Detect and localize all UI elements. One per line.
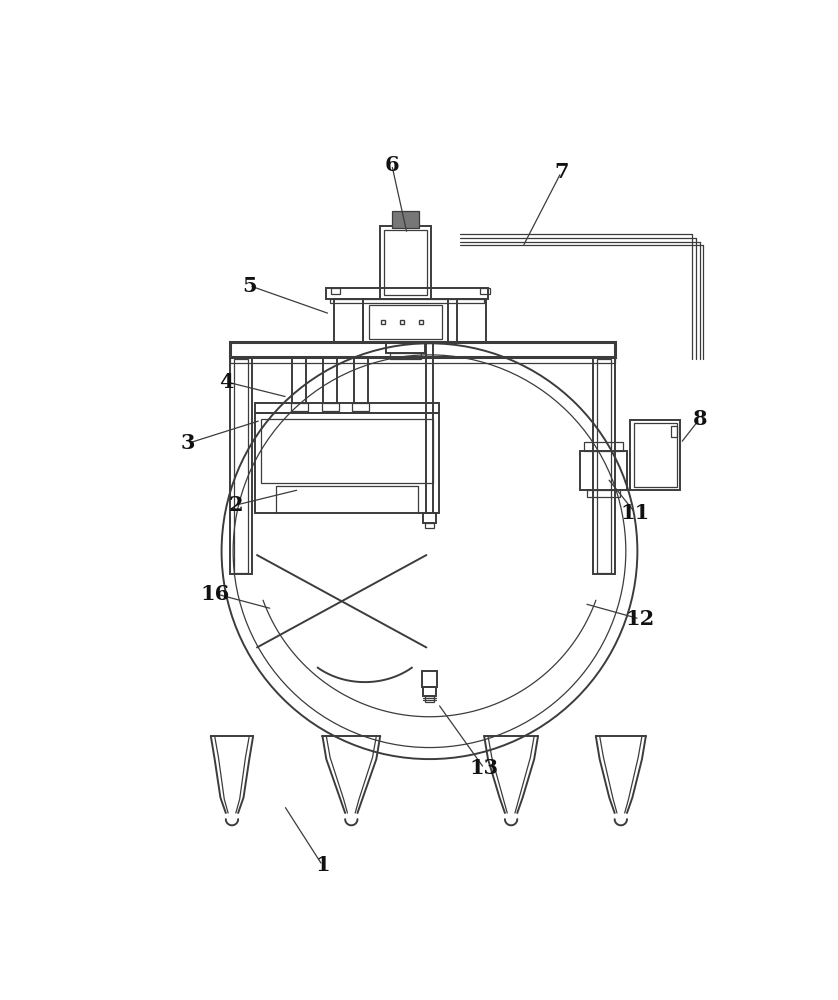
Bar (458, 299, 486, 342)
Bar (261, 419, 433, 483)
Bar (480, 288, 489, 294)
Bar (391, 211, 420, 228)
Bar (370, 305, 442, 339)
Bar (422, 671, 437, 687)
Bar (363, 299, 448, 342)
Text: 4: 4 (219, 372, 234, 392)
Bar (331, 288, 340, 294)
Bar (425, 696, 434, 702)
Bar (230, 357, 251, 574)
Bar (230, 342, 615, 357)
Bar (386, 342, 425, 353)
Bar (323, 357, 337, 403)
Bar (326, 288, 488, 299)
Text: 3: 3 (180, 433, 195, 453)
Text: 6: 6 (385, 155, 399, 175)
Bar (423, 687, 436, 696)
Text: 13: 13 (469, 758, 499, 778)
Bar (581, 451, 627, 490)
Text: 11: 11 (620, 503, 649, 523)
Text: 1: 1 (315, 855, 330, 875)
Bar (330, 299, 484, 303)
Bar (234, 359, 248, 573)
Bar (391, 353, 421, 359)
Text: 16: 16 (200, 584, 230, 604)
Bar (425, 523, 434, 528)
Bar (587, 490, 620, 497)
Text: 12: 12 (625, 609, 654, 629)
Bar (255, 403, 439, 413)
Bar (634, 423, 677, 487)
Bar (291, 403, 308, 411)
Bar (593, 357, 615, 574)
Bar (255, 413, 439, 513)
Bar (292, 357, 306, 403)
Bar (384, 230, 427, 295)
Bar (322, 403, 339, 411)
Bar (671, 426, 677, 437)
Bar (597, 359, 611, 573)
Bar (230, 357, 615, 363)
Bar (423, 513, 436, 523)
Text: 2: 2 (229, 495, 244, 515)
Bar (630, 420, 680, 490)
Bar (353, 403, 370, 411)
Text: 8: 8 (692, 409, 707, 429)
Text: 7: 7 (554, 162, 568, 182)
Bar (334, 299, 363, 342)
Bar (380, 226, 431, 299)
Bar (584, 442, 623, 451)
Bar (354, 357, 368, 403)
Text: 5: 5 (242, 276, 256, 296)
